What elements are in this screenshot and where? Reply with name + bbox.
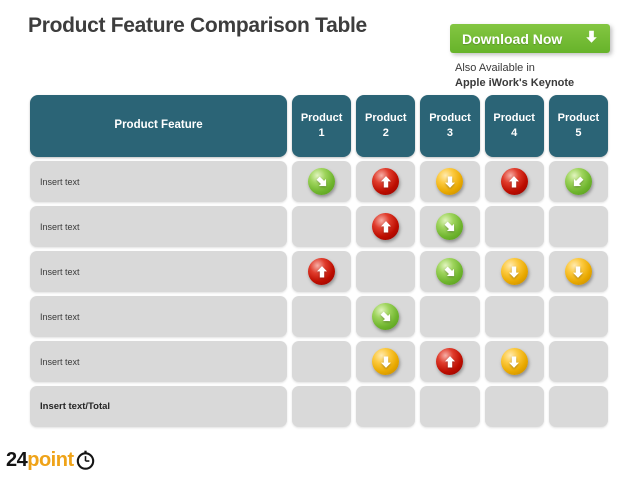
download-down-arrow-icon (583, 27, 600, 51)
table-cell (548, 161, 608, 202)
red-up-arrow-icon (372, 213, 400, 240)
table-cell (356, 206, 416, 247)
red-up-arrow-icon (372, 168, 400, 195)
table-cell (420, 251, 480, 292)
table-cell (420, 206, 480, 247)
table-cell (548, 251, 608, 292)
red-up-arrow-icon (500, 168, 528, 195)
column-header-product-2: Product 2 (356, 95, 416, 157)
page-title: Product Feature Comparison Table (28, 14, 367, 37)
row-label: Insert text/Total (30, 386, 287, 427)
table-cell (356, 386, 416, 427)
also-available-line1: Also Available in (455, 62, 535, 74)
clock-icon (74, 450, 96, 471)
row-label: Insert text (30, 161, 287, 202)
green-down-right-arrow-icon (436, 213, 464, 240)
green-down-right-arrow-icon (308, 168, 336, 195)
table-cell (484, 161, 544, 202)
table-cell (484, 296, 544, 337)
table-cell (484, 251, 544, 292)
red-up-arrow-icon (308, 258, 336, 285)
yellow-down-arrow-icon (564, 258, 592, 285)
green-down-right-arrow-icon (436, 258, 464, 285)
table-cell (356, 161, 416, 202)
table-cell (292, 341, 352, 382)
yellow-down-arrow-icon (500, 348, 528, 375)
yellow-down-arrow-icon (372, 348, 400, 375)
also-available-line2: Apple iWork's Keynote (455, 77, 575, 89)
table-cell (484, 206, 544, 247)
table-cell (356, 296, 416, 337)
table-cell (292, 296, 352, 337)
yellow-down-arrow-icon (436, 168, 464, 195)
table-cell (292, 251, 352, 292)
table-cell (548, 386, 608, 427)
table-cell (420, 161, 480, 202)
table-cell (292, 161, 352, 202)
row-label: Insert text (30, 251, 287, 292)
download-now-label: Download Now (462, 30, 563, 47)
table-cell (292, 386, 352, 427)
column-header-product-feature: Product Feature (30, 95, 287, 157)
table-cell (292, 206, 352, 247)
column-header-product-1: Product 1 (292, 95, 352, 157)
table-cell (548, 296, 608, 337)
table-cell (356, 251, 416, 292)
logo-point: point (27, 449, 74, 471)
table-cell (356, 341, 416, 382)
comparison-table: Product Feature Product 1 Product 2 Product… (30, 95, 608, 427)
table-cell (548, 206, 608, 247)
table-cell (484, 341, 544, 382)
logo-24: 24 (6, 449, 28, 471)
green-down-left-arrow-icon (564, 168, 592, 195)
brand-logo: 24 point (6, 449, 96, 472)
table-cell (548, 341, 608, 382)
download-now-button[interactable]: Download Now (450, 24, 610, 53)
yellow-down-arrow-icon (500, 258, 528, 285)
row-label: Insert text (30, 206, 287, 247)
table-cell (420, 341, 480, 382)
row-label: Insert text (30, 341, 287, 382)
table-cell (420, 296, 480, 337)
row-label: Insert text (30, 296, 287, 337)
also-available-note: Also Available in Apple iWork's Keynote (455, 61, 574, 91)
table-cell (484, 386, 544, 427)
red-up-arrow-icon (436, 348, 464, 375)
green-down-right-arrow-icon (372, 303, 400, 330)
column-header-product-4: Product 4 (484, 95, 544, 157)
column-header-product-3: Product 3 (420, 95, 480, 157)
column-header-product-5: Product 5 (548, 95, 608, 157)
table-cell (420, 386, 480, 427)
